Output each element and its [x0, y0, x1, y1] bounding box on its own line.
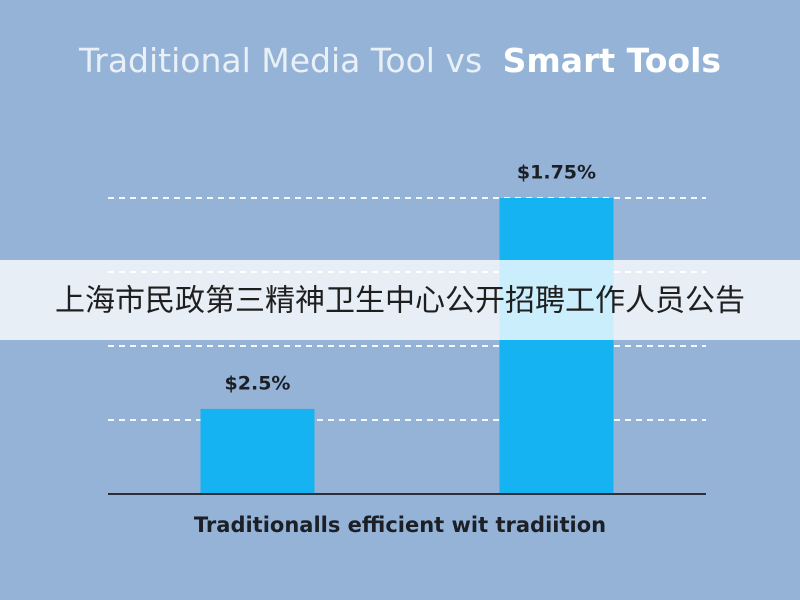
bar-label: $2.5%: [225, 372, 291, 394]
chart-title: Traditional Media Tool vs Smart Tools: [78, 41, 721, 80]
banner: [0, 260, 800, 340]
bar: [200, 408, 315, 494]
title-main: Traditional Media Tool vs: [78, 41, 482, 80]
banner-text: 上海市民政第三精神卫生中心公开招聘工作人员公告: [55, 284, 745, 319]
bar: [499, 198, 614, 494]
bar-label: $1.75%: [517, 162, 596, 184]
x-axis-label: Traditionalls efficient wit tradiition: [194, 513, 606, 537]
title-emphasis: Smart Tools: [503, 41, 721, 80]
